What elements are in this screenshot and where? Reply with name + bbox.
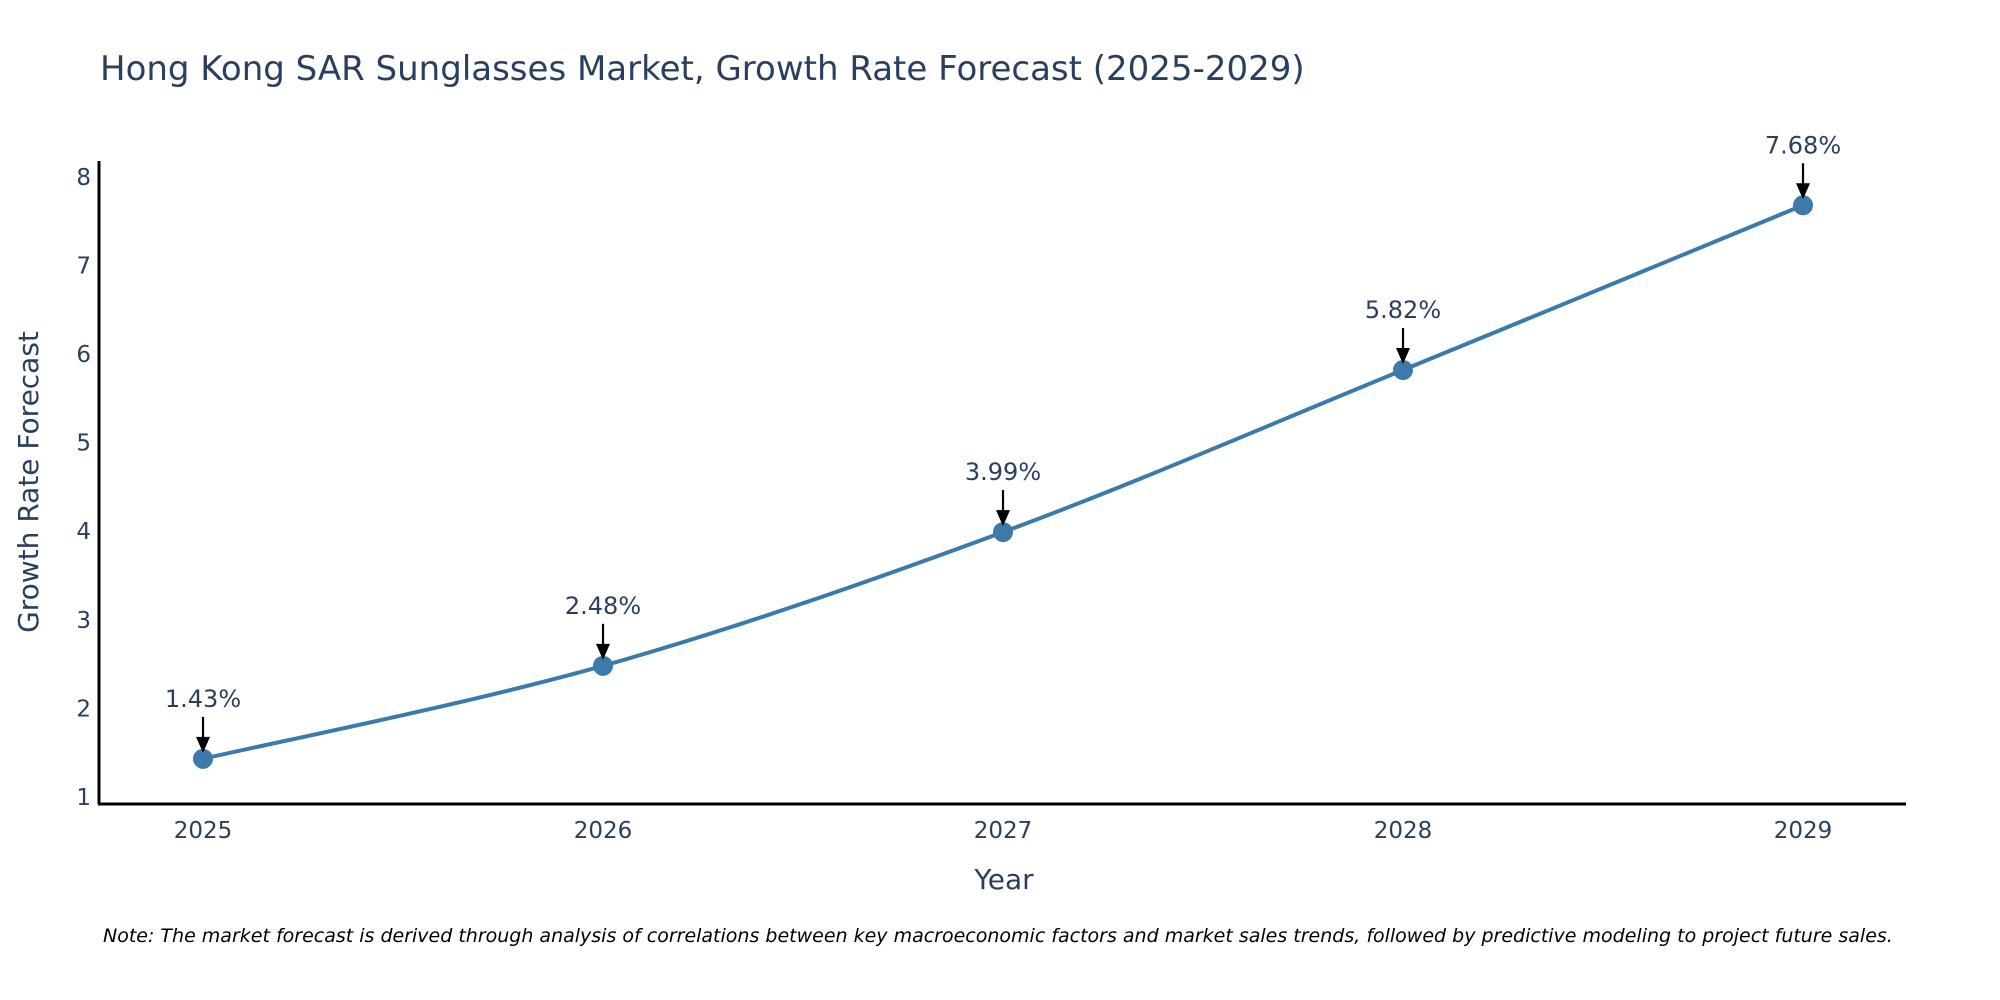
data-point-2026[interactable] [593,655,613,676]
y-axis-ticks: 1 2 3 4 5 6 7 8 [76,165,91,811]
y-tick-label-5: 5 [76,431,91,457]
data-label-2028: 5.82% [1365,296,1441,324]
data-label-2027: 3.99% [965,458,1041,486]
x-tick-label-2028: 2028 [1374,818,1433,844]
y-tick-label-1: 1 [76,785,91,811]
y-axis-title: Growth Rate Forecast [12,331,45,633]
data-point-2025[interactable] [193,748,213,769]
y-tick-label-4: 4 [76,519,91,545]
y-tick-label-2: 2 [76,696,91,722]
annotation-arrowhead-2026 [596,643,610,660]
data-label-2026: 2.48% [565,592,641,620]
x-axis-ticks: 2025 2026 2027 2028 2029 [174,818,1833,844]
x-tick-label-2029: 2029 [1774,818,1833,844]
data-label-2029: 7.68% [1765,131,1841,159]
data-point-2027[interactable] [993,522,1013,543]
x-tick-label-2027: 2027 [974,818,1033,844]
data-point-2029[interactable] [1793,195,1813,216]
y-tick-label-7: 7 [76,254,91,280]
x-tick-label-2025: 2025 [174,818,233,844]
annotation-arrowhead-2027 [996,510,1010,527]
data-point-2028[interactable] [1393,360,1413,381]
annotation-arrowhead-2029 [1796,183,1810,200]
y-tick-label-8: 8 [76,165,91,191]
y-tick-label-6: 6 [76,342,91,368]
plot-area: 1.43% 2.48% 3.99% 5.82% 7.68% [165,131,1841,769]
y-tick-label-3: 3 [76,608,91,634]
annotation-arrowhead-2028 [1396,348,1410,365]
data-label-2025: 1.43% [165,685,241,713]
x-axis-title: Year [973,863,1034,896]
chart-title: Hong Kong SAR Sunglasses Market, Growth … [100,49,1305,89]
x-tick-label-2026: 2026 [574,818,633,844]
annotation-arrowhead-2025 [196,736,210,753]
footnote: Note: The market forecast is derived thr… [103,925,1893,947]
